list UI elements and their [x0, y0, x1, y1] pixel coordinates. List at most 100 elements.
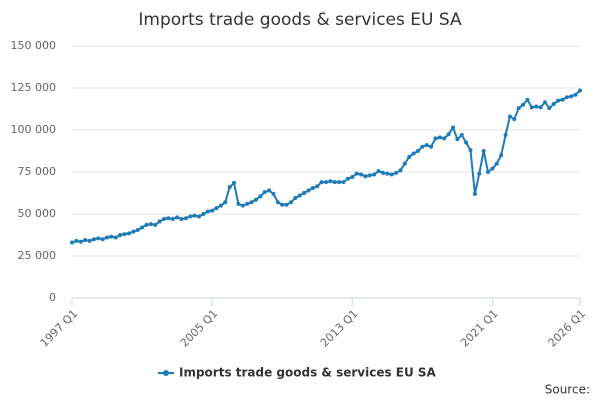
data-point: [481, 149, 486, 153]
data-point: [507, 114, 512, 119]
data-point: [525, 97, 530, 102]
data-point: [569, 94, 574, 99]
data-point: [459, 133, 464, 138]
data-point: [83, 238, 88, 243]
data-point: [407, 154, 412, 159]
data-point: [547, 106, 552, 111]
data-point: [100, 237, 105, 242]
data-point: [341, 180, 346, 185]
data-point: [354, 171, 359, 176]
data-point: [372, 172, 377, 177]
data-point: [442, 136, 447, 141]
data-point: [529, 105, 534, 110]
data-point: [490, 166, 495, 171]
data-point: [258, 194, 263, 199]
data-point: [424, 143, 429, 148]
x-tick-label: 2013 Q1: [318, 307, 361, 350]
y-tick-label: 0: [49, 291, 56, 304]
data-point: [284, 202, 289, 207]
data-point: [122, 232, 127, 237]
y-tick-label: 50 000: [18, 207, 57, 220]
data-point: [310, 185, 315, 190]
source: Source:: [545, 383, 590, 397]
series-line: [71, 89, 581, 244]
legend-label[interactable]: Imports trade goods & services EU SA: [179, 366, 437, 380]
data-point: [197, 214, 201, 219]
data-point: [472, 191, 477, 196]
data-point: [236, 201, 241, 206]
y-tick-label: 75 000: [18, 165, 57, 178]
data-point: [337, 180, 342, 185]
data-point: [429, 144, 434, 149]
data-point: [494, 161, 499, 166]
data-point: [302, 191, 307, 195]
data-point: [297, 193, 302, 198]
data-point: [398, 168, 403, 173]
data-point: [214, 206, 219, 211]
data-point: [218, 203, 223, 208]
data-point: [126, 231, 131, 236]
data-point: [415, 149, 420, 153]
data-point: [175, 215, 180, 220]
data-point: [503, 133, 508, 138]
data-point: [91, 237, 96, 242]
data-point: [87, 238, 92, 243]
data-point: [534, 104, 539, 109]
data-point: [288, 200, 293, 205]
chart-title: Imports trade goods & services EU SA: [138, 10, 462, 30]
data-point: [359, 172, 364, 177]
data-point: [262, 190, 267, 195]
y-tick-label: 100 000: [11, 123, 57, 136]
data-point: [293, 196, 298, 201]
x-tick-label: 2005 Q1: [178, 307, 221, 350]
data-point: [157, 219, 162, 224]
data-point: [468, 148, 473, 153]
data-point: [319, 180, 324, 185]
x-tick-label: 2021 Q1: [458, 307, 501, 350]
data-point: [363, 174, 368, 179]
data-point: [161, 217, 166, 222]
y-tick-label: 125 000: [11, 81, 57, 94]
data-point: [564, 95, 569, 100]
data-point: [556, 98, 561, 103]
data-point: [332, 180, 337, 185]
data-point: [131, 229, 136, 234]
data-point: [345, 176, 350, 181]
data-point: [96, 236, 101, 241]
data-point: [144, 222, 149, 227]
legend-marker: [163, 370, 169, 376]
y-tick-label: 25 000: [18, 249, 57, 262]
data-point: [306, 188, 311, 193]
data-point: [275, 200, 280, 205]
data-point: [78, 239, 83, 244]
data-point: [455, 137, 460, 142]
y-tick-label: 150 000: [11, 39, 57, 52]
data-point: [573, 92, 578, 97]
data-point: [210, 208, 215, 213]
data-point: [267, 188, 272, 193]
data-point: [280, 202, 285, 207]
x-tick-label: 1997 Q1: [38, 307, 81, 350]
data-point: [232, 180, 237, 185]
data-point: [179, 217, 184, 222]
data-point: [385, 171, 390, 176]
data-point: [109, 234, 114, 239]
data-point: [205, 209, 210, 214]
data-point: [402, 161, 407, 166]
data-point: [451, 125, 455, 130]
data-point: [433, 136, 438, 141]
data-point: [516, 106, 521, 111]
data-point: [499, 153, 504, 158]
data-point: [578, 88, 582, 93]
data-point: [118, 233, 123, 237]
data-point: [560, 97, 565, 102]
data-point: [74, 238, 79, 243]
data-point: [551, 101, 556, 106]
data-point: [188, 214, 193, 219]
data-point: [367, 173, 372, 178]
data-point: [148, 222, 153, 227]
data-point: [192, 213, 197, 218]
data-point: [411, 151, 416, 156]
data-point: [394, 170, 399, 175]
